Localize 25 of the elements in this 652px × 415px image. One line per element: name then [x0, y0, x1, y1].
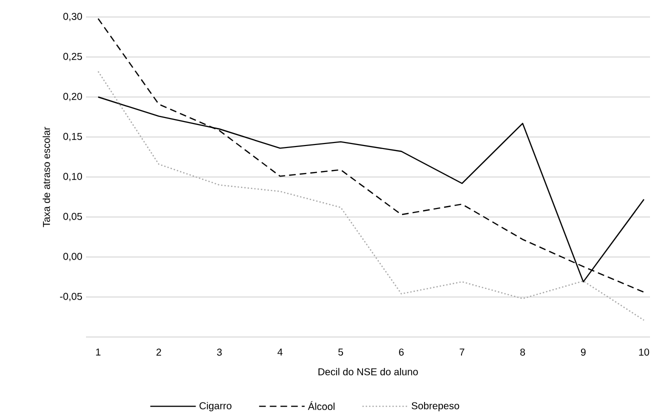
- x-tick-label: 4: [278, 348, 283, 356]
- x-tick-label: 1: [96, 348, 100, 356]
- x-tick-label: 2: [156, 348, 162, 356]
- y-tick-label: 0,05: [63, 212, 82, 222]
- x-tick-label: 8: [520, 348, 525, 356]
- x-tick-label: 9: [580, 348, 586, 356]
- x-tick-label: 3: [217, 348, 222, 356]
- legend-label: Cigarro: [200, 402, 232, 412]
- y-tick-label: 0,10: [63, 172, 82, 182]
- line-series: [98, 70, 645, 321]
- y-tick-label: 0,25: [63, 52, 82, 62]
- x-tick-label: 7: [460, 348, 464, 356]
- y-tick-label: 0,15: [63, 132, 82, 142]
- y-axis-title: Taxa de atraso escolar: [42, 126, 50, 228]
- line-series: [98, 18, 645, 293]
- y-tick-label: 0,30: [63, 12, 82, 22]
- y-tick-label: -0,05: [60, 292, 82, 302]
- legend-label: Sobrepeso: [412, 402, 460, 412]
- x-tick-label: 5: [338, 348, 344, 356]
- x-tick-label: 10: [639, 348, 650, 356]
- x-tick-label: 6: [399, 348, 404, 356]
- y-tick-label: 0,20: [63, 92, 82, 102]
- y-tick-label: 0,00: [63, 252, 82, 262]
- legend-label: Álcool: [308, 401, 334, 410]
- x-axis-title: Decil do NSE do aluno: [318, 368, 418, 376]
